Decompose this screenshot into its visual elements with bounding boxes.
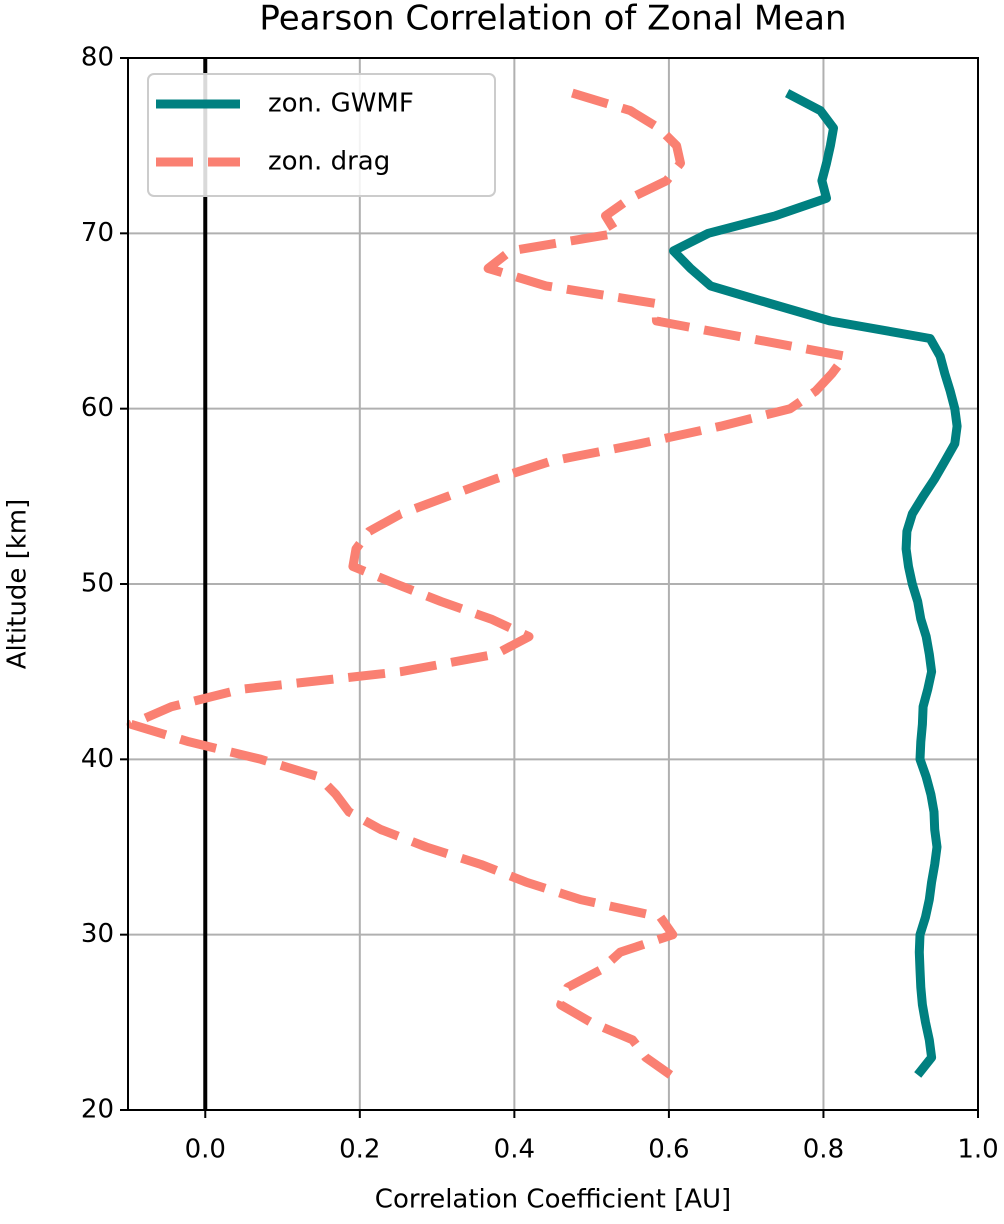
x-tick-label: 0.0 [185, 1135, 226, 1165]
y-tick-label: 40 [81, 744, 114, 774]
legend-label: zon. GWMF [268, 89, 414, 119]
x-tick-label: 1.0 [957, 1135, 998, 1165]
y-tick-label: 70 [81, 218, 114, 248]
plot-frame [127, 57, 979, 1111]
y-tick-label: 50 [81, 569, 114, 599]
y-axis-label: Altitude [km] [3, 499, 33, 670]
data-line [126, 88, 850, 1079]
x-tick-label: 0.6 [648, 1135, 689, 1165]
x-tick-label: 0.4 [494, 1135, 535, 1165]
x-tick-label: 0.2 [339, 1135, 380, 1165]
data-line [669, 89, 962, 1078]
x-tick-label: 0.8 [803, 1135, 844, 1165]
chart-title: Pearson Correlation of Zonal Mean [259, 0, 846, 39]
y-tick-label: 80 [81, 43, 114, 73]
y-tick-label: 20 [81, 1095, 114, 1125]
y-tick-label: 60 [81, 393, 114, 423]
legend-label: zon. drag [268, 147, 390, 177]
x-axis-label: Correlation Coefficient [AU] [375, 1185, 731, 1215]
y-tick-label: 30 [81, 919, 114, 949]
